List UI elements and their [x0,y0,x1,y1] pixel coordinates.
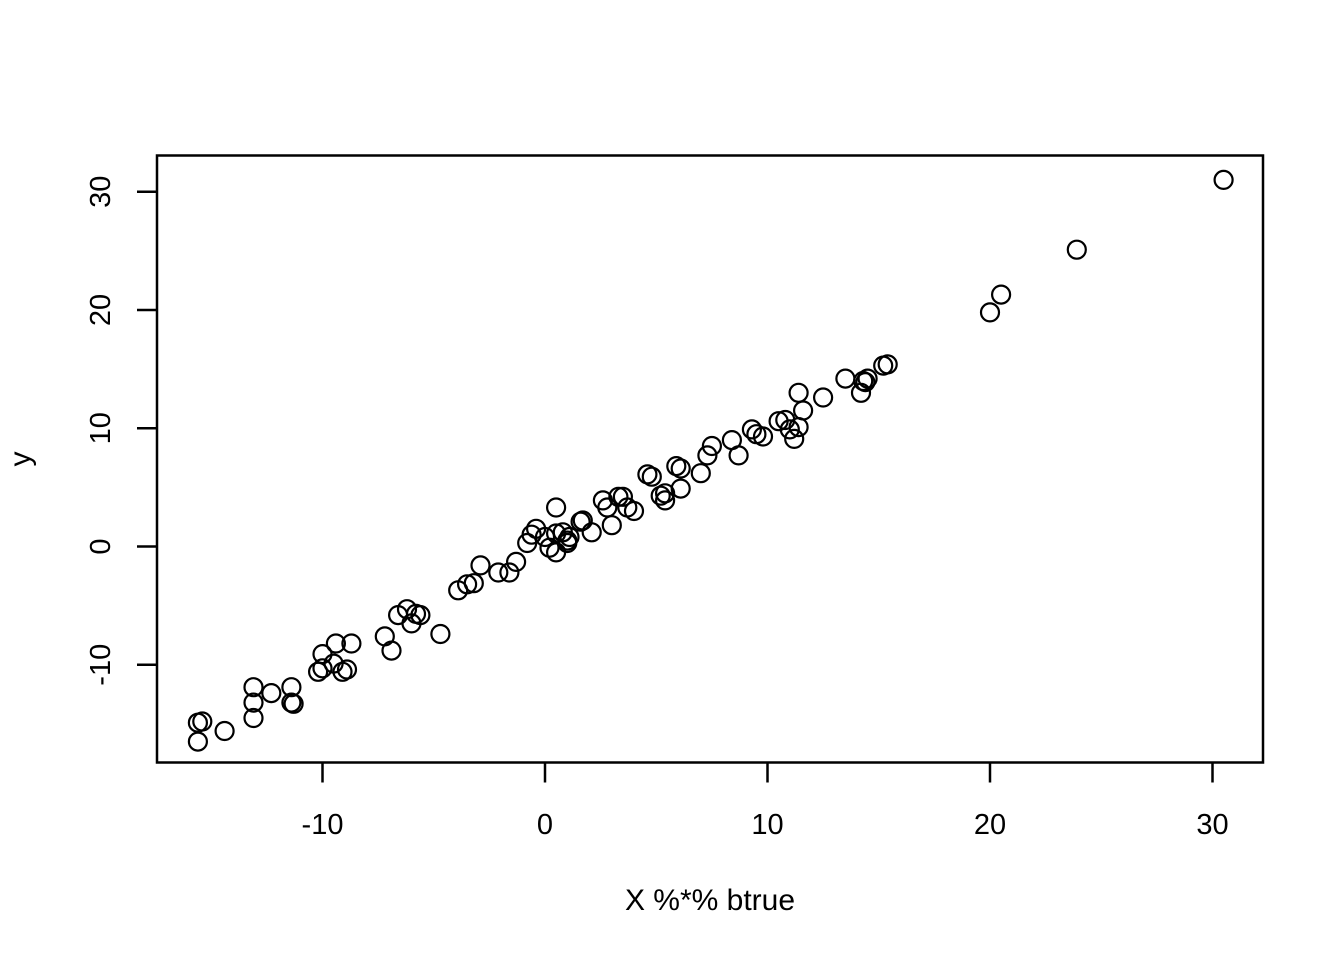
data-point [654,490,676,511]
data-point [243,692,264,713]
data-point [559,526,580,548]
x-axis-title: X %*% btrue [625,884,795,917]
y-tick-label: 30 [85,176,117,208]
data-point [410,604,431,626]
data-point [499,562,520,583]
data-point [601,515,622,536]
data-point [1213,169,1234,190]
x-axis: -10 0 10 20 30 [302,762,1229,841]
data-point [312,658,333,679]
data-point [214,720,235,742]
data-point [855,372,876,393]
data-point [641,466,662,487]
data-point [1066,239,1087,260]
data-point [261,682,282,704]
x-tick-label: 30 [1196,809,1228,841]
data-point [857,368,878,389]
data-point [243,707,264,729]
data-point [192,711,213,732]
y-tick-label: 0 [85,538,117,554]
data-point [728,445,749,466]
plot-frame [155,154,1265,764]
data-point [463,573,484,594]
data-points [187,169,1234,752]
data-point [690,463,711,484]
data-point [281,677,302,698]
data-point [505,551,527,573]
data-point [623,500,645,522]
data-point [784,428,805,449]
data-point [697,445,718,466]
x-tick-label: -10 [302,809,344,841]
plot-box-border [155,154,1265,764]
data-point [336,659,358,680]
data-point [243,677,264,698]
data-point [545,497,567,518]
data-point [457,574,478,595]
data-point [741,419,763,440]
data-point [752,426,774,447]
data-point [325,633,346,654]
data-point [430,623,451,645]
x-tick-label: 10 [751,809,783,841]
data-point [877,354,898,375]
y-tick-label: 10 [85,412,117,444]
data-point [701,435,723,457]
data-point [381,640,402,661]
data-point [581,522,602,543]
y-tick-label: 20 [85,294,117,326]
data-point [792,400,814,421]
data-point [990,284,1012,305]
data-point [779,419,800,440]
data-point [187,731,208,752]
data-point [612,486,634,507]
data-point [341,633,362,654]
data-point [979,302,1001,323]
x-tick-label: 0 [537,809,553,841]
data-point [670,478,691,499]
y-tick-label: -10 [85,644,117,686]
y-axis-title: y [4,452,37,467]
data-point [670,458,691,479]
data-point [812,387,834,408]
data-point [488,562,509,583]
x-tick-label: 20 [974,809,1006,841]
data-point [788,382,809,403]
data-point [470,555,491,576]
data-point [521,524,542,545]
data-point [283,693,304,714]
data-point [308,661,329,682]
data-point [835,368,856,389]
y-axis: -10 0 10 20 30 [85,176,157,686]
